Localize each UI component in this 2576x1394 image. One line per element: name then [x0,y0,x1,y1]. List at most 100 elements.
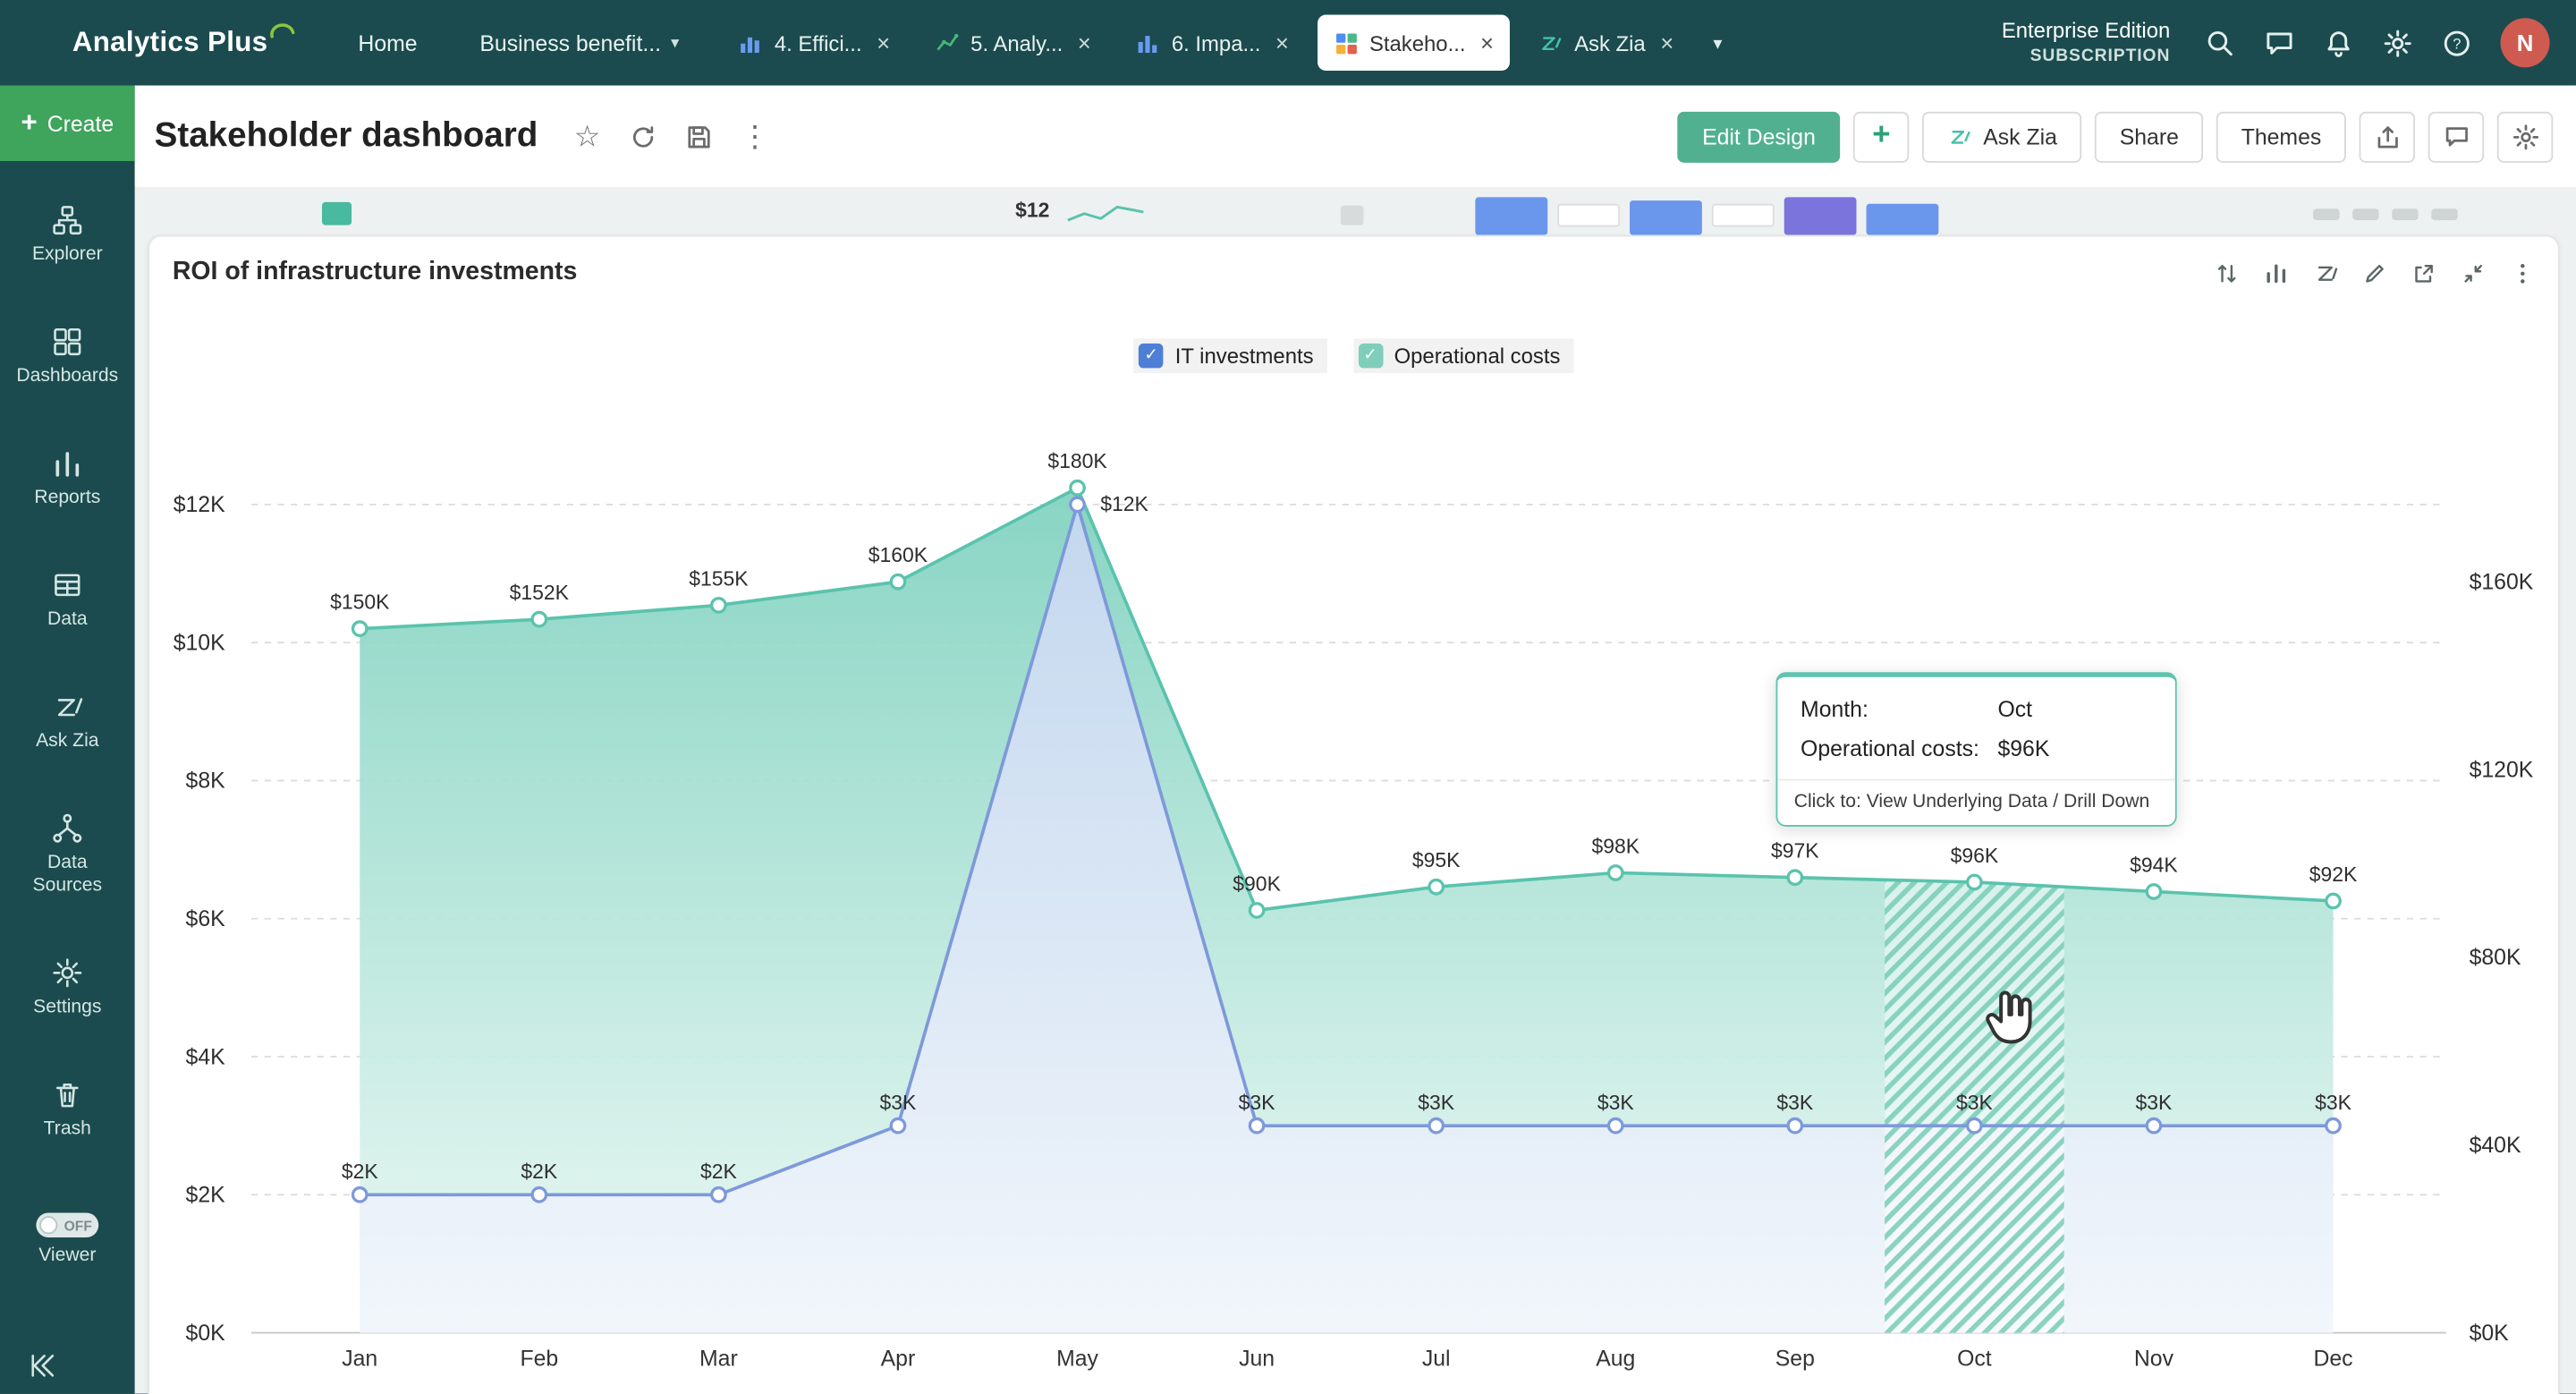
help-icon[interactable]: ? [2441,27,2472,58]
svg-text:?: ? [2453,36,2461,52]
sidebar-item-label: Reports [34,487,101,507]
tab-stakeholder-active[interactable]: Stakeho... × [1317,14,1511,71]
svg-text:Apr: Apr [881,1347,916,1371]
zia-icon[interactable] [2313,260,2338,285]
more-options-icon[interactable]: ⋮ [740,120,770,153]
sidebar-item-label: Ask Zia [36,730,99,751]
tab-impact[interactable]: 6. Impa... × [1119,15,1305,71]
collapse-sidebar-icon [31,1355,55,1378]
svg-text:$3K: $3K [1239,1091,1276,1114]
chart-type-icon[interactable] [2264,260,2289,285]
svg-text:$3K: $3K [1597,1091,1635,1114]
nav-home[interactable]: Home [358,30,418,55]
page-title: Stakeholder dashboard [154,116,538,155]
export-button[interactable] [2359,110,2415,162]
clipped-bar-fragment [1630,200,1702,235]
zia-icon [57,697,83,716]
viewer-toggle[interactable]: OFF [36,1212,99,1238]
chart-canvas[interactable]: $150K $152K $155K $160K $180K $90K $95K $98K $97… [149,236,2559,1394]
chat-icon[interactable] [2264,27,2295,58]
more-options-icon[interactable] [2511,260,2536,285]
svg-text:$160K: $160K [869,543,928,566]
search-icon[interactable] [2205,27,2236,58]
tab-analytics[interactable]: 5. Analy... × [918,15,1107,71]
line-chart-icon [936,32,959,50]
panel-toolbar [2215,260,2535,285]
svg-text:$3K: $3K [2136,1091,2174,1114]
close-icon[interactable]: × [1077,30,1091,56]
toggle-knob [39,1216,58,1235]
open-in-new-icon[interactable] [2411,260,2436,285]
panel-header: ROI of infrastructure investments [149,236,2558,309]
sidebar-item-explorer[interactable]: Explorer [0,174,135,296]
gear-icon[interactable] [2382,27,2413,58]
svg-text:$40K: $40K [2470,1134,2521,1158]
comment-icon [2445,126,2468,146]
svg-text:May: May [1056,1347,1098,1371]
svg-text:Nov: Nov [2134,1347,2174,1371]
svg-text:$180K: $180K [1047,449,1107,472]
main-area: Stakeholder dashboard ☆ ⋮ Edit Design + … [134,85,2576,1394]
user-avatar[interactable]: N [2500,18,2550,68]
svg-text:$3K: $3K [1418,1091,1455,1114]
create-button[interactable]: + Create [0,85,135,161]
nav-business-benefit-menu[interactable]: Business benefit... ▾ [479,30,679,55]
sidebar-item-data[interactable]: Data [0,539,135,660]
checkbox-checked-icon[interactable]: ✓ [1139,343,1164,369]
tab-efficiency[interactable]: 4. Effici... × [722,15,906,71]
svg-text:$12K: $12K [174,493,225,517]
sidebar-item-dashboards[interactable]: Dashboards [0,296,135,418]
close-icon[interactable]: × [1480,30,1495,56]
title-icons: ☆ ⋮ [574,122,770,151]
plus-icon: + [21,106,38,139]
share-button[interactable]: Share [2095,110,2204,162]
clipped-tick-fragment [2392,208,2419,221]
ask-zia-button[interactable]: Ask Zia [1922,110,2082,162]
sidebar-item-trash[interactable]: Trash [0,1049,135,1170]
reports-icon [55,451,80,476]
zia-icon [1951,130,1971,143]
close-icon[interactable]: × [1275,30,1289,56]
close-icon[interactable]: × [1660,30,1674,56]
save-icon[interactable] [684,123,712,150]
data-sources-icon [53,813,82,843]
comments-button[interactable] [2428,110,2485,162]
edit-icon[interactable] [2362,260,2387,285]
sidebar-item-ask-zia[interactable]: Ask Zia [0,660,135,782]
svg-text:$0K: $0K [186,1322,226,1346]
brand-logo[interactable]: Analytics Plus [72,23,296,59]
bar-chart-icon [741,36,760,53]
trash-icon [55,1083,79,1107]
svg-text:$95K: $95K [1412,848,1461,871]
sidebar-item-data-sources[interactable]: Data Sources [0,782,135,927]
chart-legend: ✓ IT investments ✓ Operational costs [149,338,2558,373]
gear-icon [2512,123,2538,149]
sort-icon[interactable] [2215,260,2240,285]
topbar: Analytics Plus Home Business benefit... … [0,0,2576,86]
legend-item-operational-costs[interactable]: ✓ Operational costs [1352,338,1574,373]
brand-swoosh-icon [270,23,295,38]
tab-overflow-chevron-icon[interactable]: ▾ [1713,33,1723,54]
tab-label: Stakeho... [1368,30,1466,55]
svg-text:$80K: $80K [2470,946,2521,970]
collapse-icon[interactable] [2461,260,2486,285]
refresh-icon[interactable] [629,123,657,150]
dashboard-settings-button[interactable] [2496,110,2554,162]
add-widget-button[interactable]: + [1853,110,1910,162]
clipped-label-fragment [1557,203,1621,227]
edit-design-button[interactable]: Edit Design [1677,110,1841,162]
bell-icon[interactable] [2323,27,2354,58]
sidebar-collapse-button[interactable] [26,1350,134,1391]
themes-button[interactable]: Themes [2216,110,2346,162]
sidebar-item-reports[interactable]: Reports [0,418,135,540]
sidebar-item-label: Data Sources [32,852,103,896]
tab-ask-zia[interactable]: Ask Zia × [1521,15,1690,71]
svg-text:$97K: $97K [1771,839,1819,863]
legend-item-it-investments[interactable]: ✓ IT investments [1133,338,1327,373]
favorite-star-icon[interactable]: ☆ [573,120,601,153]
close-icon[interactable]: × [877,30,891,56]
sidebar-item-label: Trash [43,1118,91,1139]
checkbox-checked-icon[interactable]: ✓ [1358,343,1383,369]
sidebar-item-settings[interactable]: Settings [0,927,135,1049]
